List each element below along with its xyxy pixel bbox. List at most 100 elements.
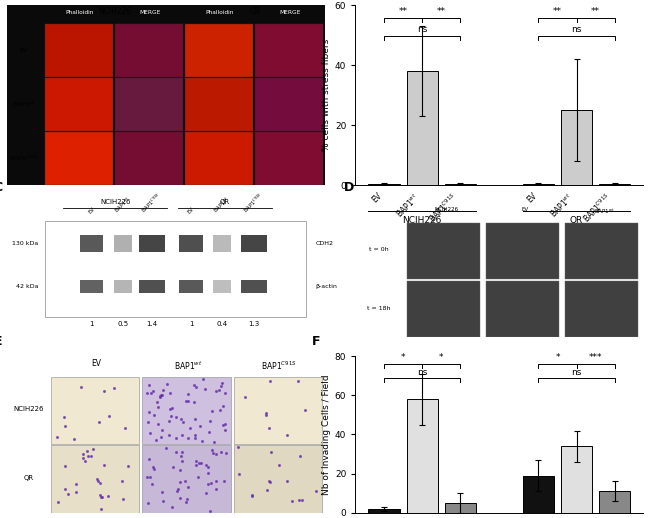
Text: BAP1$^{C91S}$: BAP1$^{C91S}$ [261,359,297,372]
Point [211,477,221,485]
Point [146,390,156,398]
Bar [255,132,324,185]
Point [200,385,211,393]
Point [148,465,159,473]
Bar [445,184,476,185]
Text: Phalloidin: Phalloidin [66,10,94,15]
Text: NCIH226: NCIH226 [402,216,442,225]
Point [103,412,114,421]
Text: BAP1$^{wt}$: BAP1$^{wt}$ [393,191,422,220]
Text: ns: ns [571,367,582,377]
Point [196,459,207,468]
Point [176,452,187,461]
Point [53,497,63,506]
Bar [599,491,630,513]
Bar [234,377,322,444]
Bar [523,184,554,185]
Point [265,478,275,486]
Point [216,448,226,456]
Point [142,472,152,481]
Point [188,381,199,390]
Text: 1.3: 1.3 [248,321,259,327]
Point [274,461,285,469]
Point [157,497,168,505]
Point [144,381,155,389]
Point [167,404,177,412]
Bar [255,132,324,185]
Point [143,418,153,426]
Point [211,450,221,458]
Point [165,405,176,413]
Point [60,485,70,493]
Bar [115,24,183,77]
Text: EV: EV [525,191,538,204]
Point [148,411,159,419]
Point [118,495,129,503]
Point [214,406,225,414]
Point [145,429,155,437]
Point [157,391,167,399]
Text: **: ** [398,7,408,16]
Point [157,426,167,435]
Point [207,445,217,454]
Point [234,469,244,478]
Text: EV: EV [88,206,96,215]
Point [176,431,187,440]
Text: EV: EV [522,207,529,212]
Text: BAP1$^{C91S}$: BAP1$^{C91S}$ [580,191,615,225]
Point [150,436,161,444]
Point [58,413,69,421]
Bar [115,78,183,131]
Point [175,478,185,486]
Bar [255,78,324,131]
Text: 0.4: 0.4 [216,321,228,327]
Point [177,457,188,465]
Point [154,392,164,400]
Text: t = 18h: t = 18h [367,306,391,310]
Point [209,438,219,446]
Point [162,380,172,388]
Point [171,413,181,422]
Point [181,397,191,406]
Bar [523,476,554,513]
Bar [561,110,592,185]
Point [155,393,166,401]
Point [211,386,222,395]
Point [233,443,243,451]
Point [211,485,221,493]
Point [207,407,217,415]
Point [177,448,187,456]
Point [207,449,218,457]
Point [164,431,175,439]
Bar [45,24,113,77]
Text: *: * [439,353,443,363]
Point [218,402,228,410]
Bar [369,509,400,513]
Text: BAP1$^{wt}$: BAP1$^{wt}$ [112,194,133,215]
Point [95,479,105,487]
Point [176,415,186,423]
Point [292,377,303,385]
Text: BAP1$^{C91S}$: BAP1$^{C91S}$ [140,191,164,215]
Point [148,386,158,395]
Point [266,448,276,456]
Bar [45,222,306,318]
Bar [255,24,324,77]
Text: ns: ns [571,25,582,34]
Text: EV: EV [370,191,384,204]
Text: NCIH226: NCIH226 [14,407,44,412]
Point [168,463,178,471]
Point [261,486,272,495]
Bar [599,184,630,185]
Text: **: ** [437,7,446,16]
Point [93,477,103,485]
Point [190,430,200,439]
Bar [486,223,559,279]
Point [94,418,104,426]
Text: BAP1$^{wt}$: BAP1$^{wt}$ [593,207,615,215]
Text: EV: EV [187,206,195,215]
Point [120,424,130,432]
Text: ***: *** [589,353,603,363]
Text: C: C [0,180,3,194]
Point [201,489,211,497]
